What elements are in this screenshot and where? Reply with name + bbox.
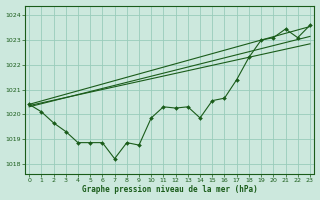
X-axis label: Graphe pression niveau de la mer (hPa): Graphe pression niveau de la mer (hPa) xyxy=(82,185,257,194)
